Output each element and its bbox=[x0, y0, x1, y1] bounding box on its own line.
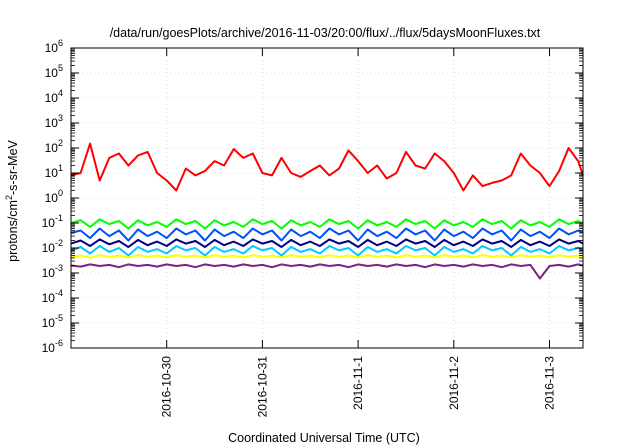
y-tick-label-base: 10 bbox=[42, 291, 56, 305]
y-tick-label-exp: -2 bbox=[55, 238, 63, 248]
y-tick-label-base: 10 bbox=[45, 191, 59, 205]
y-tick-label-base: 10 bbox=[42, 241, 56, 255]
y-axis-label-rest: -s-sr-MeV bbox=[6, 139, 20, 195]
series-line-1 bbox=[70, 218, 584, 230]
y-tick-label-base: 10 bbox=[45, 141, 59, 155]
y-tick-label: 104 bbox=[45, 88, 63, 105]
y-tick-label: 10-5 bbox=[42, 313, 63, 330]
y-tick-label-exp: 3 bbox=[58, 113, 63, 123]
y-tick-label-base: 10 bbox=[45, 41, 59, 55]
y-tick-label: 103 bbox=[45, 113, 63, 130]
x-axis-label: Coordinated Universal Time (UTC) bbox=[228, 431, 420, 445]
y-ticks: 10-610-510-410-310-210-11001011021031041… bbox=[42, 38, 583, 355]
y-tick-label: 102 bbox=[45, 138, 63, 155]
y-tick-label-exp: 0 bbox=[58, 188, 63, 198]
y-tick-label-exp: 2 bbox=[58, 138, 63, 148]
chart-title: /data/run/goesPlots/archive/2016-11-03/2… bbox=[110, 26, 541, 40]
series-line-3 bbox=[70, 245, 584, 257]
series-line-5 bbox=[70, 254, 584, 259]
y-tick-label-exp: -3 bbox=[55, 263, 63, 273]
y-tick-label-base: 10 bbox=[45, 66, 59, 80]
series-line-6 bbox=[70, 263, 584, 280]
y-tick-label-exp: -1 bbox=[55, 213, 63, 223]
y-tick-label: 106 bbox=[45, 38, 63, 55]
y-tick-label-exp: -6 bbox=[55, 338, 63, 348]
series-line-4 bbox=[70, 238, 584, 248]
y-tick-label-exp: 1 bbox=[58, 163, 63, 173]
grid bbox=[71, 47, 583, 349]
y-axis-label-sup: 2 bbox=[4, 195, 14, 200]
y-tick-label-base: 10 bbox=[45, 166, 59, 180]
y-tick-label-base: 10 bbox=[42, 216, 56, 230]
y-tick-label-exp: 4 bbox=[58, 88, 63, 98]
x-ticks: 2016-10-30 2016-10-31 2016-11-1 2016-11-2 20… bbox=[160, 48, 557, 417]
y-tick-label-exp: 5 bbox=[58, 63, 63, 73]
series-layer bbox=[70, 142, 584, 280]
y-tick-label: 10-2 bbox=[42, 238, 63, 255]
x-tick-label: 2016-11-1 bbox=[351, 356, 365, 410]
y-tick-label-base: 10 bbox=[42, 341, 56, 355]
y-tick-label-base: 10 bbox=[42, 316, 56, 330]
series-line-2 bbox=[70, 227, 584, 242]
y-tick-label: 105 bbox=[45, 63, 63, 80]
y-tick-label: 100 bbox=[45, 188, 63, 205]
y-tick-label: 10-1 bbox=[42, 213, 63, 230]
y-axis-label: protons/cm2-s-sr-MeV bbox=[4, 139, 20, 261]
y-tick-label: 10-3 bbox=[42, 263, 63, 280]
series-line-0 bbox=[70, 142, 584, 192]
y-tick-label-exp: -4 bbox=[55, 288, 63, 298]
x-tick-label: 2016-11-3 bbox=[543, 356, 557, 410]
x-tick-label: 2016-10-31 bbox=[255, 356, 269, 418]
y-tick-label-base: 10 bbox=[42, 266, 56, 280]
y-tick-label: 10-4 bbox=[42, 288, 63, 305]
y-axis-label-base: protons/cm bbox=[6, 200, 20, 262]
y-tick-label: 10-6 bbox=[42, 338, 63, 355]
y-tick-label: 101 bbox=[45, 163, 63, 180]
y-tick-label-exp: -5 bbox=[55, 313, 63, 323]
y-tick-label-base: 10 bbox=[45, 91, 59, 105]
x-tick-label: 2016-10-30 bbox=[160, 356, 174, 418]
x-tick-label: 2016-11-2 bbox=[447, 356, 461, 410]
y-tick-label-exp: 6 bbox=[58, 38, 63, 48]
y-tick-label-base: 10 bbox=[45, 116, 59, 130]
